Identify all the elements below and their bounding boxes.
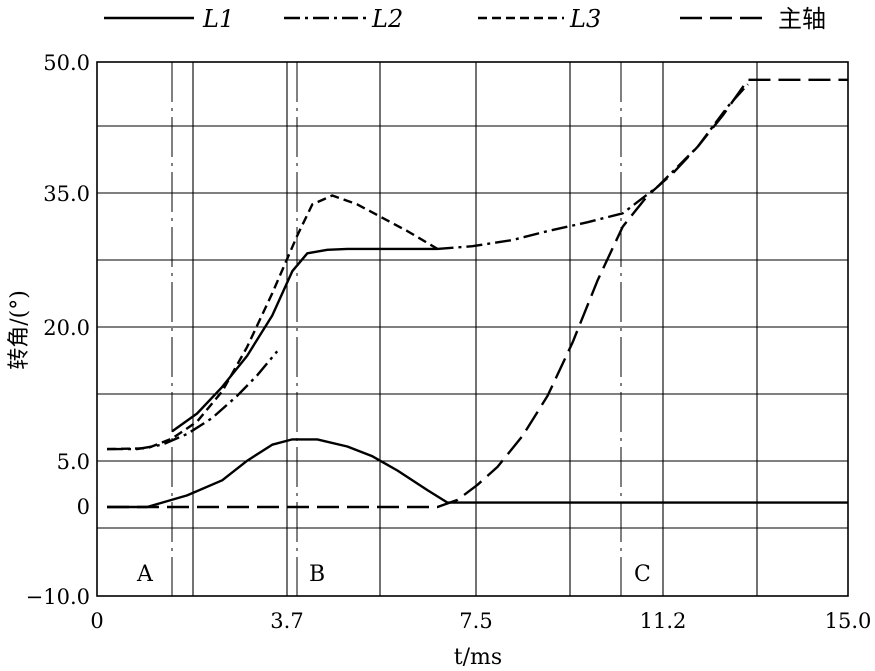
y-tick-label: 0 <box>77 495 90 519</box>
y-tick-label: 5.0 <box>57 450 90 474</box>
series-line-3-segment-1 <box>106 194 439 451</box>
x-tick-label: 7.5 <box>459 609 492 633</box>
series-line-2-segment-2 <box>107 350 279 451</box>
series-line-1-segment-2 <box>171 247 438 433</box>
legend: L1 L2 L3 主轴 <box>104 5 826 33</box>
y-tick-label: −10.0 <box>26 585 90 609</box>
y-tick-label: 50.0 <box>43 51 90 75</box>
legend-label-l1: L1 <box>202 5 234 33</box>
plot-frame <box>96 61 849 597</box>
region-boundaries <box>171 62 622 596</box>
y-axis-title: 转角/(°) <box>7 290 32 370</box>
y-tick-label: 35.0 <box>43 182 90 206</box>
x-tick-label: 3.7 <box>270 609 303 633</box>
legend-label-spindle: 主轴 <box>778 5 826 33</box>
x-tick-label: 0 <box>90 609 103 633</box>
series-layer <box>106 78 848 509</box>
x-tick-label: 15.0 <box>825 609 872 633</box>
series-line-4-segment-1 <box>107 78 848 509</box>
tick-labels: 0 3.7 7.5 11.2 15.0−10.005.020.035.050.0 <box>26 51 872 633</box>
region-label-c: C <box>634 562 651 587</box>
series-line-2-segment-1 <box>437 83 749 251</box>
legend-label-l2: L2 <box>371 5 403 33</box>
region-label-b: B <box>309 562 325 587</box>
plot-grid <box>97 62 848 596</box>
x-tick-label: 11.2 <box>640 609 687 633</box>
series-line-1-segment-1 <box>107 438 848 509</box>
y-tick-label: 20.0 <box>43 316 90 340</box>
x-axis-title: t/ms <box>454 645 502 670</box>
legend-label-l3: L3 <box>569 5 601 33</box>
region-label-a: A <box>136 562 154 587</box>
